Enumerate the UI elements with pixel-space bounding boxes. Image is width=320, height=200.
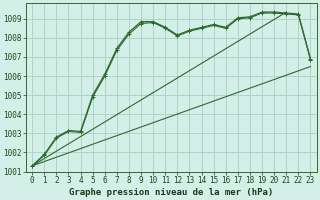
X-axis label: Graphe pression niveau de la mer (hPa): Graphe pression niveau de la mer (hPa) [69, 188, 274, 197]
